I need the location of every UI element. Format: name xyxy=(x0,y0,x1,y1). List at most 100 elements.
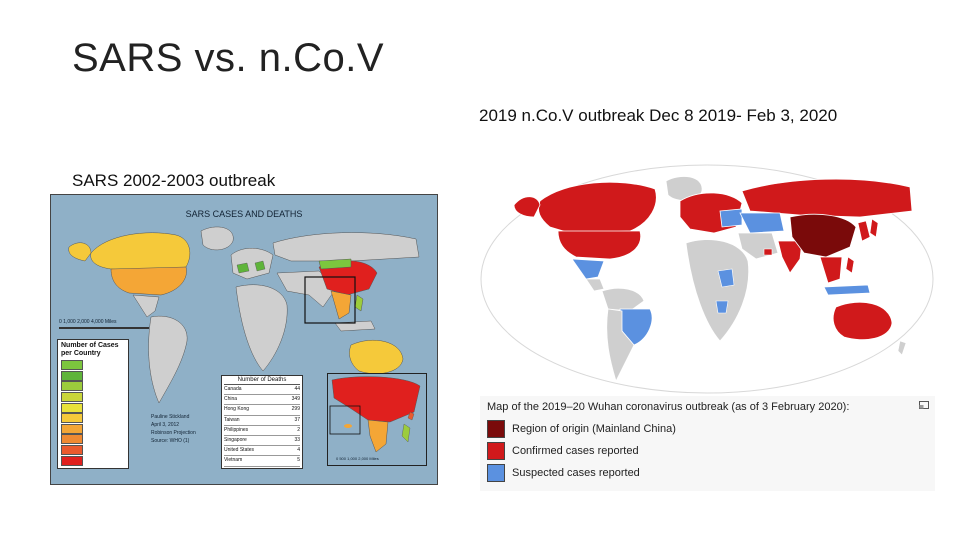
legend-swatch xyxy=(61,434,83,445)
nc-africa xyxy=(685,239,750,342)
nc-australia xyxy=(832,301,893,340)
ncov-heading: 2019 n.Co.V outbreak Dec 8 2019- Feb 3, … xyxy=(479,106,838,125)
landmass-canada xyxy=(90,232,191,272)
inset-philippines xyxy=(401,423,411,443)
deaths-value: 5 xyxy=(297,457,300,464)
ncov-map: Map of the 2019–20 Wuhan coronavirus out… xyxy=(480,161,935,491)
inset-locator-box xyxy=(329,405,361,435)
map-credit: Pauline Stickland April 3, 2012 Robinson… xyxy=(151,413,221,445)
legend-swatch xyxy=(61,402,83,413)
nc-korea-japan xyxy=(857,218,879,242)
legend-item: 1756 - 5328 xyxy=(61,455,125,466)
nc-usa xyxy=(557,230,642,260)
landmass-central-america xyxy=(132,294,160,318)
landmass-russia xyxy=(272,232,420,262)
sars-heading: SARS 2002-2003 outbreak xyxy=(72,171,276,190)
deaths-value: 299 xyxy=(291,406,300,413)
deaths-country: Canada xyxy=(224,386,242,392)
credit-line: Pauline Stickland xyxy=(151,414,190,420)
legend-label: Region of origin (Mainland China) xyxy=(512,423,676,435)
legend-label: 10 - 13 xyxy=(87,383,103,390)
nc-mexico xyxy=(571,258,605,280)
landmass-mongolia xyxy=(318,258,352,270)
scale-label: 0 1,000 2,000 4,000 Miles xyxy=(59,319,117,325)
deaths-country: Singapore xyxy=(224,436,247,443)
legend-swatch xyxy=(61,360,83,371)
legend-item: 347 - 1755 xyxy=(61,445,125,456)
legend-item-confirmed: Confirmed cases reported xyxy=(487,442,639,460)
inset-island xyxy=(344,424,352,428)
legend-label: 75 - 251 xyxy=(87,425,106,432)
legend-label: Suspected cases reported xyxy=(512,467,640,479)
landmass-africa xyxy=(235,284,288,372)
credit-line: Source: WHO (1) xyxy=(151,438,190,444)
landmass-greenland xyxy=(200,226,234,251)
legend-label: 1756 - 5328 xyxy=(87,457,114,464)
legend-label: 252 - 346 xyxy=(87,436,109,443)
nc-philippines xyxy=(845,256,855,274)
landmass-philippines xyxy=(354,294,364,312)
ncov-world-shapes xyxy=(480,164,934,394)
legend-item: 64 - 71 xyxy=(61,413,125,424)
legend-swatch xyxy=(487,442,505,460)
legend-item: 252 - 346 xyxy=(61,434,125,445)
inset-scale-label: 0 500 1,000 2,000 Miles xyxy=(336,456,379,461)
legend-swatch xyxy=(487,464,505,482)
credit-line: Robinson Projection xyxy=(151,430,196,436)
legend-swatch xyxy=(61,455,83,466)
sars-map: SARS CASES AND DEATHS 0 1,000 2,000 4,00… xyxy=(50,194,438,485)
expand-icon[interactable] xyxy=(919,401,929,409)
deaths-row: Philippines 2 xyxy=(224,426,300,436)
legend-swatch xyxy=(61,423,83,434)
deaths-country: United States xyxy=(224,447,255,454)
legend-label: 17 - 63 xyxy=(87,404,103,411)
deaths-row: Taiwan 37 xyxy=(224,416,300,426)
deaths-row: United States 4 xyxy=(224,446,300,457)
nc-south-america-south xyxy=(606,308,635,383)
nc-central-asia xyxy=(739,212,785,234)
legend-item: 1 - 4 xyxy=(61,360,125,371)
legend-label: 13 - 16 xyxy=(87,394,103,401)
legend-title: Number of Cases per Country xyxy=(61,342,119,357)
legend-swatch xyxy=(61,381,83,392)
inset-china xyxy=(331,376,421,423)
deaths-value: 33 xyxy=(294,436,300,443)
landmass-alaska xyxy=(68,242,92,262)
inset-se-asia xyxy=(367,419,389,453)
deaths-table-title: Number of Deaths xyxy=(224,377,300,385)
nc-africa-suspected xyxy=(715,268,735,314)
landmass-usa xyxy=(110,266,187,296)
legend-swatch xyxy=(61,392,83,403)
legend-item: 13 - 16 xyxy=(61,392,125,403)
deaths-row: Canada 44 xyxy=(224,385,300,396)
nc-eastern-europe xyxy=(719,208,743,228)
cases-legend: Number of Cases per Country 1 - 4 5 - 9 10… xyxy=(57,339,129,469)
legend-label: 347 - 1755 xyxy=(87,447,111,454)
deaths-country: Vietnam xyxy=(224,457,243,464)
legend-label: 5 - 9 xyxy=(87,372,98,379)
asia-inset-map: 0 500 1,000 2,000 Miles xyxy=(327,373,427,466)
deaths-country: China xyxy=(224,396,238,403)
landmass-australia xyxy=(349,339,404,374)
nc-central-america xyxy=(585,278,605,292)
nc-canada xyxy=(538,181,657,234)
deaths-table: Number of Deaths Canada 44 China 349 Hong Ko… xyxy=(221,375,303,469)
nc-indonesia xyxy=(823,284,871,296)
nc-china xyxy=(789,213,857,258)
landmass-middle-east-india xyxy=(276,270,338,308)
legend-item-origin: Region of origin (Mainland China) xyxy=(487,420,676,438)
nc-se-asia xyxy=(819,256,843,284)
landmass-europe xyxy=(230,248,274,280)
legend-label: 64 - 71 xyxy=(87,415,103,422)
deaths-value: 4 xyxy=(297,447,300,454)
nc-russia xyxy=(741,178,913,218)
europe-cases xyxy=(236,260,266,274)
credit-line: April 3, 2012 xyxy=(151,422,180,428)
legend-item: 5 - 9 xyxy=(61,370,125,382)
legend-swatch xyxy=(61,370,83,381)
sars-world-map xyxy=(68,226,420,404)
slide-title: SARS vs. n.Co.V xyxy=(72,36,385,80)
legend-item: 10 - 13 xyxy=(61,381,125,392)
landmass-se-asia xyxy=(330,290,352,320)
deaths-row: Vietnam 5 xyxy=(224,456,300,467)
